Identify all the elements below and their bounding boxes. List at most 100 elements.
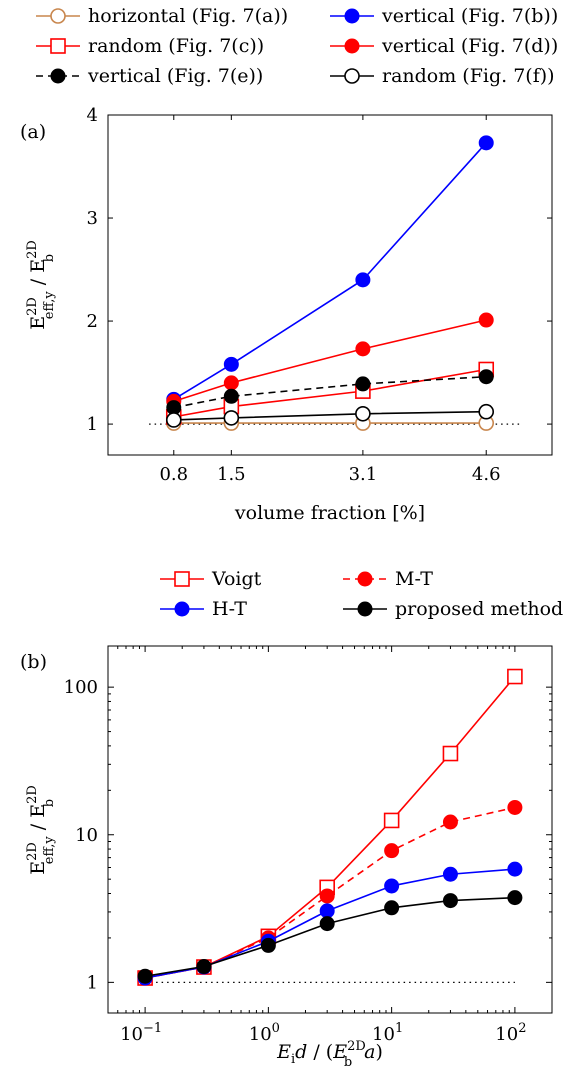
b-legend-marker-0 [174, 571, 190, 587]
a-legend-marker-5 [344, 68, 360, 84]
y-tick-label-a-3: 4 [87, 105, 98, 126]
x-tick-label-a-3: 4.6 [472, 464, 501, 485]
b-point-0-5 [442, 745, 459, 762]
b-legend-marker-1 [357, 571, 373, 587]
x-tick-label-b-3: 102 [495, 1021, 526, 1045]
a-point-4-3 [478, 369, 494, 385]
a-legend-marker-3 [344, 38, 360, 54]
a-legend-marker-1 [344, 8, 360, 24]
a-legend-entry-5: random (Fig. 7(f)) [330, 65, 555, 87]
b-point-2-3 [319, 903, 335, 919]
x-axis-label-a: volume fraction [%] [234, 502, 425, 524]
y-tick-label-a-2: 3 [87, 208, 98, 229]
b-legend-marker-3 [357, 601, 373, 617]
y-tick-label-a-0: 1 [87, 414, 98, 435]
b-point-1-4 [384, 843, 400, 859]
b-point-0-6 [507, 668, 523, 685]
panel-label-a: (a) [20, 121, 46, 143]
legend-b: Voigt M-T H-T proposed method [160, 568, 563, 620]
y-axis-label-b: E2D eff,y / E2D b [25, 785, 57, 875]
a-legend-label-0: horizontal (Fig. 7(a)) [88, 5, 288, 27]
a-point-3-2 [355, 341, 371, 357]
b-point-3-2 [260, 937, 276, 953]
a-legend-marker-0 [50, 8, 66, 24]
a-series-3 [166, 312, 494, 409]
series-b [137, 668, 523, 986]
a-series-5 [165, 403, 495, 428]
b-point-3-1 [196, 959, 212, 975]
chart-b: (b) 10−1 100 101 102 1 10 100 Eid / (E2D b a) E2… [20, 645, 553, 1068]
x-tick-label-a-2: 3.1 [349, 464, 378, 485]
ticks-a: 0.8 1.5 3.1 4.6 1 2 3 4 [87, 105, 552, 485]
b-series-1 [137, 799, 523, 986]
b-point-2-4 [384, 878, 400, 894]
chart-a: (a) 0.8 1.5 3.1 4.6 1 2 3 4 volume fraction [%]… [20, 105, 553, 524]
b-point-0-4 [383, 812, 400, 829]
a-point-5-1 [223, 410, 240, 426]
a-legend-entry-3: vertical (Fig. 7(d)) [330, 35, 558, 57]
a-series-line-1 [173, 142, 487, 401]
a-legend-entry-0: horizontal (Fig. 7(a)) [36, 5, 288, 27]
b-point-3-5 [442, 893, 458, 909]
a-series-line-4 [173, 375, 487, 409]
b-legend-label-2: H-T [212, 598, 247, 620]
plot-frame-b [107, 645, 553, 1014]
a-point-5-0 [165, 412, 182, 428]
b-legend-entry-2: H-T [160, 598, 247, 620]
a-legend-label-4: vertical (Fig. 7(e)) [87, 65, 263, 87]
a-series-4 [166, 369, 494, 416]
b-point-3-3 [319, 916, 335, 932]
b-series-line-0 [144, 676, 516, 979]
a-point-4-1 [223, 388, 239, 404]
b-legend-entry-3: proposed method [343, 598, 563, 620]
a-series-line-2 [173, 368, 487, 418]
a-point-1-2 [355, 272, 371, 288]
a-legend-entry-2: random (Fig. 7(c)) [36, 35, 264, 57]
b-legend-label-1: M-T [395, 568, 433, 590]
x-tick-label-a-1: 1.5 [217, 464, 246, 485]
b-point-2-5 [442, 866, 458, 882]
a-legend-label-5: random (Fig. 7(f)) [382, 65, 555, 87]
a-point-3-1 [223, 375, 239, 391]
b-point-3-4 [384, 900, 400, 916]
y-axis-label-a: E2D eff,y / E2D b [25, 240, 57, 330]
x-tick-label-b-0: 10−1 [120, 1021, 162, 1045]
x-tick-label-b-2: 101 [372, 1021, 403, 1045]
b-legend-label-0: Voigt [211, 568, 262, 590]
a-legend-entry-1: vertical (Fig. 7(b)) [330, 5, 558, 27]
a-series-line-3 [173, 319, 487, 403]
b-point-1-5 [442, 814, 458, 830]
a-series-line-5 [173, 410, 487, 421]
x-tick-label-a-0: 0.8 [159, 464, 188, 485]
a-legend-marker-2 [50, 38, 66, 54]
legend-a: horizontal (Fig. 7(a)) vertical (Fig. 7(b… [36, 5, 558, 87]
a-legend-label-2: random (Fig. 7(c)) [88, 35, 264, 57]
b-point-3-6 [507, 890, 523, 906]
panel-label-b: (b) [20, 651, 47, 673]
b-point-3-0 [137, 968, 153, 984]
b-point-1-6 [507, 799, 523, 815]
a-legend-label-3: vertical (Fig. 7(d)) [381, 35, 558, 57]
b-point-1-3 [319, 888, 335, 904]
b-legend-entry-0: Voigt [160, 568, 262, 590]
a-legend-label-1: vertical (Fig. 7(b)) [381, 5, 558, 27]
a-point-1-3 [478, 135, 494, 151]
b-legend-entry-1: M-T [343, 568, 433, 590]
a-point-4-2 [355, 376, 371, 392]
series-a [165, 135, 495, 431]
b-legend-marker-2 [174, 601, 190, 617]
plot-frame-a [107, 114, 553, 456]
a-point-5-3 [478, 403, 495, 420]
b-legend-label-3: proposed method [395, 598, 563, 620]
y-tick-label-b-2: 100 [64, 677, 98, 698]
y-tick-label-b-1: 10 [75, 825, 98, 846]
a-point-5-2 [355, 405, 371, 422]
b-series-3 [137, 890, 523, 984]
a-series-1 [166, 135, 494, 407]
x-tick-label-b-1: 100 [249, 1021, 280, 1045]
b-series-0 [137, 668, 523, 986]
a-point-3-3 [478, 312, 494, 328]
y-tick-label-a-1: 2 [87, 311, 98, 332]
ticks-b: 10−1 100 101 102 1 10 100 [64, 646, 553, 1045]
